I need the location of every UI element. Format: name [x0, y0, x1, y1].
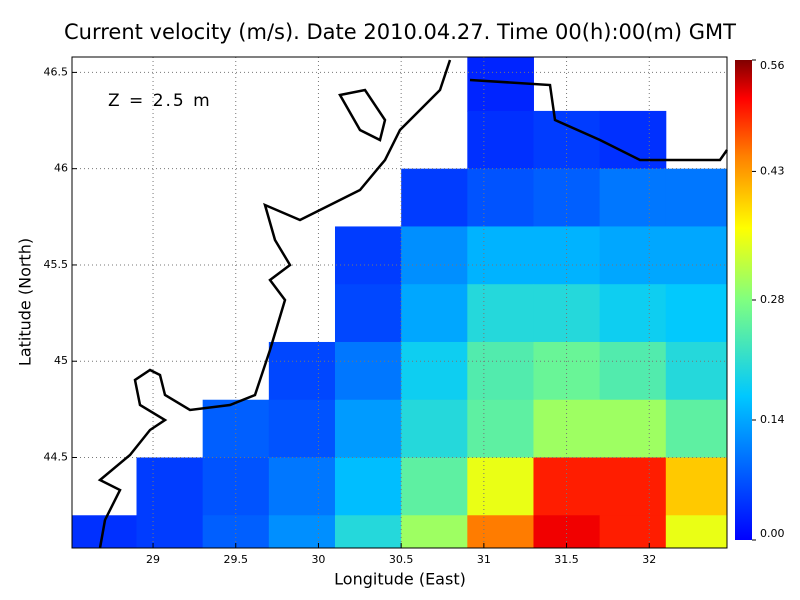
velocity-cell — [599, 168, 667, 227]
velocity-cell — [467, 168, 534, 227]
colorbar-tick-label: 0.43 — [760, 164, 785, 177]
x-tick-label: 31 — [477, 553, 491, 566]
velocity-cell — [467, 399, 534, 459]
x-tick-label: 29.5 — [224, 553, 249, 566]
lake — [338, 88, 387, 142]
y-tick-label: 46 — [54, 162, 68, 175]
velocity-cell — [533, 226, 601, 285]
velocity-cell — [467, 341, 534, 401]
x-tick-label: 30 — [311, 553, 325, 566]
velocity-cell — [136, 457, 204, 516]
coastline — [97, 59, 452, 549]
velocity-cell — [467, 226, 534, 285]
velocity-cell — [599, 341, 667, 401]
velocity-cell — [334, 399, 402, 459]
x-tick-label: 30.5 — [389, 553, 414, 566]
velocity-cell — [334, 515, 402, 548]
velocity-cell — [401, 168, 468, 227]
velocity-cell — [665, 341, 727, 401]
colorbar-tick-label: 0.56 — [760, 59, 785, 72]
velocity-cell — [401, 341, 468, 401]
velocity-cell — [599, 399, 667, 459]
velocity-cell — [665, 226, 727, 285]
velocity-cell — [599, 515, 667, 548]
velocity-cell — [268, 399, 336, 459]
chart-title: Current velocity (m/s). Date 2010.04.27.… — [64, 20, 736, 44]
velocity-cell — [401, 399, 468, 459]
y-axis-label: Latitude (North) — [16, 238, 35, 366]
velocity-cell — [334, 457, 402, 516]
velocity-cell — [665, 457, 727, 516]
plot-frame — [71, 56, 728, 549]
x-tick-label: 29 — [146, 553, 160, 566]
velocity-cell — [467, 515, 534, 548]
velocity-cell — [202, 457, 270, 516]
velocity-cell — [268, 457, 336, 516]
velocity-cell — [401, 284, 468, 343]
velocity-cell — [334, 341, 402, 401]
x-tick-label: 31.5 — [554, 553, 579, 566]
velocity-cell — [202, 515, 270, 548]
velocity-cell — [533, 110, 601, 170]
velocity-cell — [467, 110, 534, 170]
colorbar-tick-label: 0.00 — [760, 527, 785, 540]
velocity-cell — [401, 457, 468, 516]
coastline — [469, 78, 729, 162]
colorbar — [735, 60, 752, 540]
velocity-cell — [599, 226, 667, 285]
velocity-cell — [467, 284, 534, 343]
x-tick-label: 32 — [642, 553, 656, 566]
x-axis-label: Longitude (East) — [334, 570, 466, 589]
velocity-cell — [533, 341, 601, 401]
velocity-cell — [665, 515, 727, 548]
velocity-cell — [665, 168, 727, 227]
y-tick-label: 45.5 — [44, 258, 69, 271]
velocity-cell — [533, 515, 601, 548]
velocity-cell — [665, 399, 727, 459]
y-tick-label: 46.5 — [44, 65, 69, 78]
velocity-cell — [401, 226, 468, 285]
colorbar-tick-label: 0.14 — [760, 413, 785, 426]
colorbar-tick-label: 0.28 — [760, 293, 785, 306]
velocity-cell — [665, 284, 727, 343]
velocity-cell — [268, 515, 336, 548]
velocity-cell — [599, 284, 667, 343]
velocity-cell — [599, 457, 667, 516]
y-tick-label: 44.5 — [44, 451, 69, 464]
velocity-cell — [467, 457, 534, 516]
velocity-cell — [533, 457, 601, 516]
velocity-cell — [136, 515, 204, 548]
velocity-cell — [268, 341, 336, 401]
y-tick-label: 45 — [54, 354, 68, 367]
velocity-cell — [334, 284, 402, 343]
depth-annotation: Z = 2.5 m — [108, 91, 212, 111]
velocity-cell — [334, 226, 402, 285]
velocity-cell — [401, 515, 468, 548]
